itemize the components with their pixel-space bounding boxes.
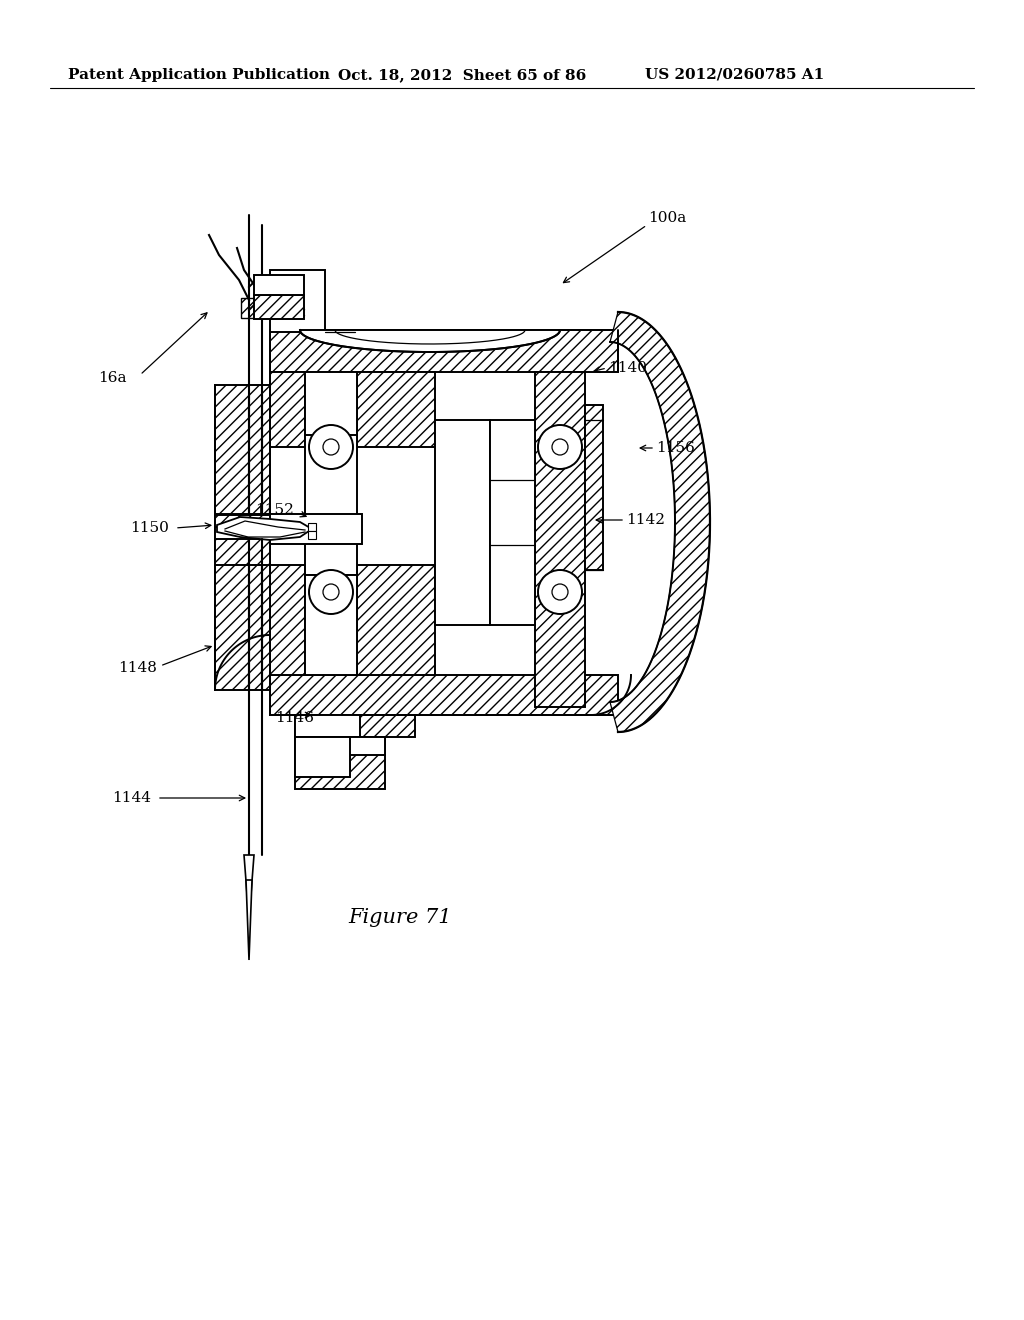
- Bar: [435, 420, 490, 624]
- Bar: [490, 420, 535, 624]
- Bar: [270, 565, 305, 675]
- Polygon shape: [246, 880, 252, 960]
- Bar: [215, 515, 270, 527]
- Bar: [254, 294, 304, 319]
- Circle shape: [323, 440, 339, 455]
- Text: Figure 71: Figure 71: [348, 908, 452, 927]
- Bar: [254, 275, 304, 294]
- Text: 1144: 1144: [112, 791, 151, 805]
- Bar: [270, 271, 325, 333]
- Circle shape: [538, 425, 582, 469]
- Bar: [308, 523, 316, 531]
- Polygon shape: [244, 855, 254, 920]
- Circle shape: [552, 583, 568, 601]
- Bar: [295, 737, 350, 777]
- Bar: [270, 330, 618, 372]
- Polygon shape: [217, 517, 312, 540]
- Bar: [295, 715, 415, 737]
- Text: Patent Application Publication: Patent Application Publication: [68, 69, 330, 82]
- Bar: [357, 372, 435, 447]
- Bar: [215, 513, 362, 544]
- Bar: [295, 737, 385, 789]
- Text: 1156: 1156: [656, 441, 695, 455]
- Bar: [295, 755, 350, 767]
- Bar: [585, 405, 603, 570]
- Bar: [241, 298, 296, 318]
- Text: Oct. 18, 2012  Sheet 65 of 86: Oct. 18, 2012 Sheet 65 of 86: [338, 69, 587, 82]
- Bar: [270, 372, 305, 447]
- Text: 1142: 1142: [626, 513, 665, 527]
- Circle shape: [552, 440, 568, 455]
- Bar: [308, 531, 316, 539]
- Polygon shape: [300, 330, 560, 352]
- Text: 1148: 1148: [118, 661, 157, 675]
- Bar: [215, 539, 270, 565]
- Bar: [305, 576, 357, 675]
- Polygon shape: [610, 312, 710, 733]
- Bar: [295, 715, 360, 737]
- Bar: [270, 675, 618, 715]
- Bar: [215, 385, 270, 690]
- Circle shape: [309, 570, 353, 614]
- Text: 1140: 1140: [608, 360, 647, 375]
- Text: 1146: 1146: [275, 711, 314, 725]
- Text: 1152: 1152: [255, 503, 294, 517]
- Text: 16a: 16a: [98, 371, 127, 385]
- Bar: [357, 565, 435, 675]
- Text: 1150: 1150: [130, 521, 169, 535]
- Circle shape: [538, 570, 582, 614]
- Text: 100a: 100a: [648, 211, 686, 224]
- Bar: [305, 372, 357, 442]
- Bar: [535, 372, 585, 708]
- Bar: [295, 737, 385, 755]
- Circle shape: [309, 425, 353, 469]
- Circle shape: [323, 583, 339, 601]
- Bar: [305, 436, 357, 576]
- Text: US 2012/0260785 A1: US 2012/0260785 A1: [645, 69, 824, 82]
